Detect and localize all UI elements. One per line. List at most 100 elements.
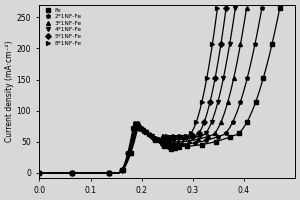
Fe [71,172,74,174]
8*1NF-Fe [162,135,166,137]
Legend: Fe, 2*1NF-Fe, 3*1NF-Fe, 4*1NF-Fe, 5*1NF-Fe, 8*1NF-Fe: Fe, 2*1NF-Fe, 3*1NF-Fe, 4*1NF-Fe, 5*1NF-… [41,7,83,47]
Fe [254,101,257,103]
8*1NF-Fe [147,133,151,135]
Fe [121,169,125,171]
8*1NF-Fe [155,137,159,139]
8*1NF-Fe [107,172,111,174]
2*1NF-Fe [38,172,41,174]
2*1NF-Fe [143,130,147,133]
5*1NF-Fe [107,172,111,174]
8*1NF-Fe [194,121,198,123]
Line: 4*1NF-Fe: 4*1NF-Fe [38,6,237,175]
5*1NF-Fe [202,121,206,123]
5*1NF-Fe [71,172,74,174]
Fe [278,7,282,9]
2*1NF-Fe [71,172,74,174]
4*1NF-Fe [198,135,201,137]
3*1NF-Fe [187,140,190,142]
Fe [107,172,111,174]
5*1NF-Fe [38,172,41,174]
5*1NF-Fe [132,127,136,129]
5*1NF-Fe [197,132,201,134]
Line: 5*1NF-Fe: 5*1NF-Fe [38,6,228,175]
Fe [169,148,173,151]
4*1NF-Fe [168,139,172,142]
Fe [200,143,204,146]
Fe [270,43,274,45]
2*1NF-Fe [260,7,264,9]
5*1NF-Fe [219,43,223,45]
4*1NF-Fe [233,7,237,9]
Line: 8*1NF-Fe: 8*1NF-Fe [38,6,219,175]
5*1NF-Fe [157,139,160,141]
2*1NF-Fe [224,132,228,134]
2*1NF-Fe [170,145,174,147]
8*1NF-Fe [126,152,130,155]
3*1NF-Fe [38,172,41,174]
8*1NF-Fe [211,43,214,45]
3*1NF-Fe [142,129,146,132]
2*1NF-Fe [216,136,219,138]
Fe [145,131,148,133]
8*1NF-Fe [172,134,176,137]
3*1NF-Fe [206,135,210,138]
8*1NF-Fe [200,101,204,103]
5*1NF-Fe [164,139,167,141]
2*1NF-Fe [253,43,257,45]
2*1NF-Fe [193,142,196,144]
4*1NF-Fe [216,101,220,103]
2*1NF-Fe [152,137,156,140]
4*1NF-Fe [150,135,153,137]
4*1NF-Fe [222,77,225,79]
Fe [163,145,166,147]
8*1NF-Fe [120,169,124,171]
2*1NF-Fe [121,169,124,171]
5*1NF-Fe [208,101,212,103]
5*1NF-Fe [213,77,217,79]
2*1NF-Fe [204,139,208,142]
3*1NF-Fe [226,101,230,103]
8*1NF-Fe [161,139,164,141]
5*1NF-Fe [162,141,166,143]
3*1NF-Fe [232,77,236,79]
3*1NF-Fe [196,138,200,140]
Line: Fe: Fe [38,6,282,175]
2*1NF-Fe [238,101,242,103]
3*1NF-Fe [166,144,169,147]
3*1NF-Fe [168,143,172,145]
8*1NF-Fe [71,172,74,174]
4*1NF-Fe [158,140,162,143]
2*1NF-Fe [135,127,139,129]
4*1NF-Fe [228,43,232,45]
4*1NF-Fe [210,121,214,123]
5*1NF-Fe [165,137,169,140]
Fe [38,172,41,174]
Fe [154,139,157,141]
Fe [136,127,140,129]
5*1NF-Fe [120,169,124,171]
4*1NF-Fe [71,172,74,174]
8*1NF-Fe [38,172,41,174]
3*1NF-Fe [121,169,124,171]
Fe [177,146,181,148]
4*1NF-Fe [121,169,124,171]
5*1NF-Fe [191,135,195,137]
3*1NF-Fe [151,136,154,139]
3*1NF-Fe [107,172,111,174]
4*1NF-Fe [133,127,137,129]
5*1NF-Fe [127,152,130,155]
2*1NF-Fe [245,77,249,79]
3*1NF-Fe [171,141,174,144]
4*1NF-Fe [172,139,176,141]
Fe [262,77,265,79]
4*1NF-Fe [166,141,169,143]
Fe [228,136,231,138]
5*1NF-Fe [140,128,144,130]
Fe [245,121,249,123]
Line: 2*1NF-Fe: 2*1NF-Fe [38,6,264,175]
Y-axis label: Current density (mA·cm⁻²): Current density (mA·cm⁻²) [5,41,14,142]
8*1NF-Fe [190,132,193,134]
2*1NF-Fe [161,143,165,146]
3*1NF-Fe [128,152,131,155]
5*1NF-Fe [177,136,181,139]
